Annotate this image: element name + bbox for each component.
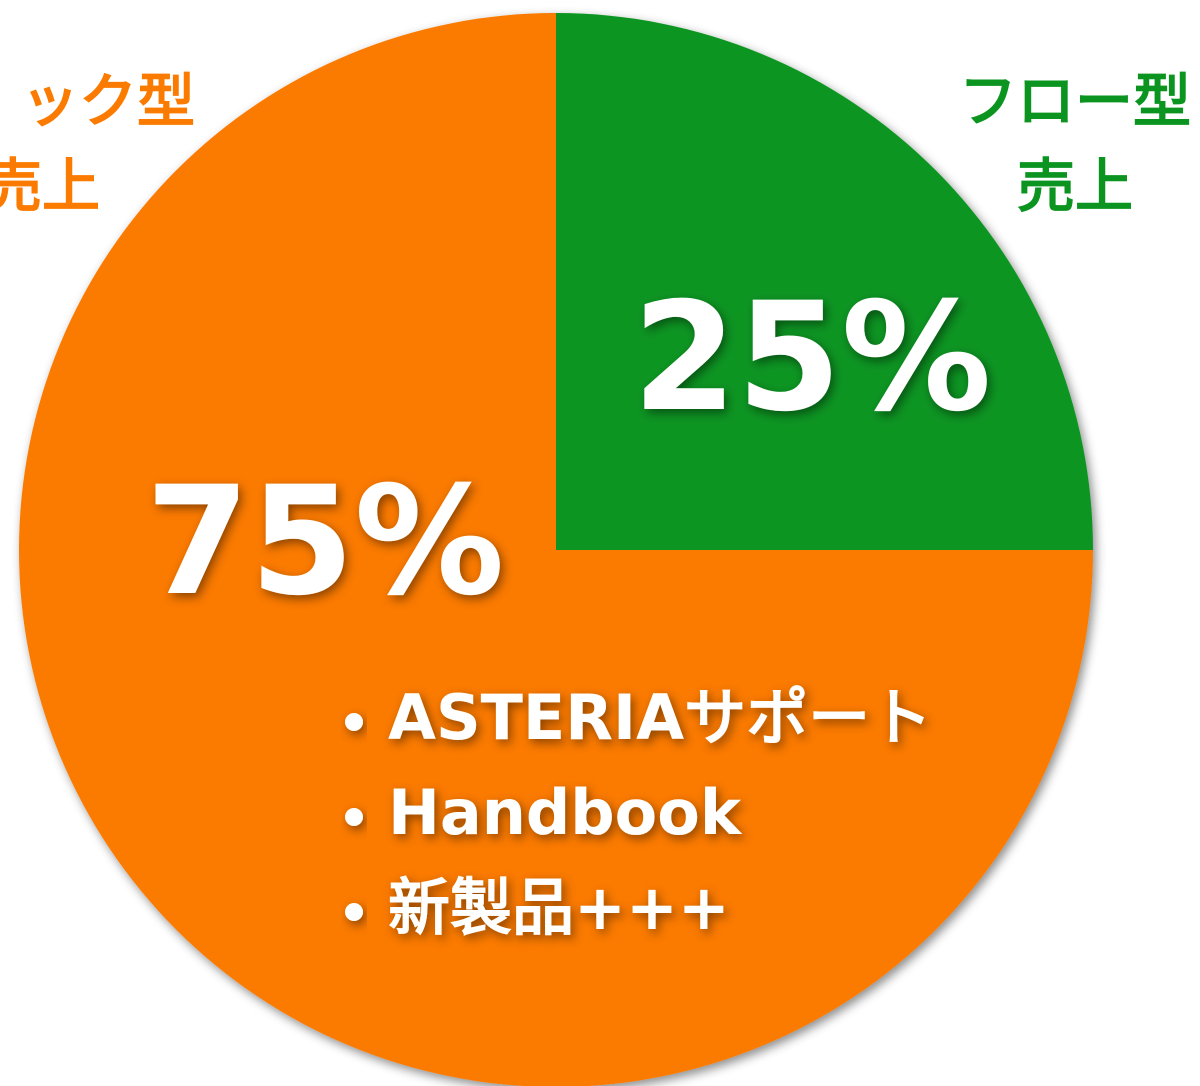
- bullet: [345, 713, 363, 731]
- category-label: ック型: [21, 67, 195, 135]
- pie-slice: [556, 13, 1093, 550]
- category-label: 売上: [0, 152, 100, 220]
- pie: [19, 13, 1093, 1086]
- value-label: 25%: [632, 271, 991, 445]
- value-label: 75%: [145, 455, 504, 629]
- category-label: 売上: [1017, 152, 1133, 220]
- bullet: [345, 808, 363, 826]
- bullets: [345, 713, 363, 921]
- bullet: [345, 903, 363, 921]
- annotation-item: Handbook: [388, 776, 743, 849]
- annotation-item: 新製品+++: [388, 871, 730, 944]
- pie-slice: [19, 13, 1093, 1086]
- category-label: フロー型: [959, 67, 1191, 135]
- annotation-item: ASTERIAサポート: [388, 681, 932, 754]
